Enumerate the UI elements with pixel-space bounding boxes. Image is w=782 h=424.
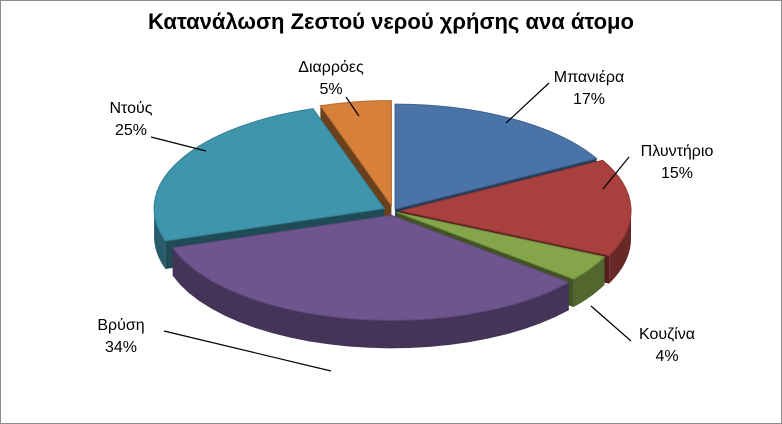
pie-tops: [153, 100, 632, 321]
slice-name-label: Κουζίνα: [639, 326, 695, 343]
slice-percent-label: 15%: [661, 165, 693, 182]
data-labels: Μπανιέρα 17% Πλυντήριο 15% Κουζίνα 4% Βρύση 34%…: [97, 59, 714, 372]
pie-slice-side: [172, 247, 569, 349]
pie-slice-1: [394, 103, 598, 210]
leader-line: [505, 82, 550, 124]
leader-line: [345, 96, 360, 117]
slice-name-label: Πλυντήριο: [641, 143, 714, 160]
slice-name-label: Βρύση: [97, 317, 144, 334]
slice-percent-label: 25%: [115, 122, 147, 139]
chart-title: Κατανάλωση Ζεστού νερού χρήσης ανα άτομο: [148, 9, 634, 34]
slice-percent-label: 5%: [319, 81, 342, 98]
pie-slice-side: [609, 210, 631, 284]
slice-name-label: Ντούς: [109, 100, 152, 117]
pie-slice-side: [573, 256, 605, 308]
slice-percent-label: 17%: [573, 91, 605, 108]
leader-line: [150, 136, 207, 152]
slice-percent-label: 34%: [105, 339, 137, 356]
pie-slice-6: [319, 100, 392, 208]
slice-name-label: Διαρρόες: [298, 59, 364, 76]
pie-slice-3: [396, 211, 606, 280]
slice-percent-label: 4%: [655, 348, 678, 365]
pie-slice-side: [154, 208, 166, 269]
pie-slice-5: [153, 108, 385, 242]
pie-slice-2: [400, 159, 632, 257]
leader-line: [590, 305, 632, 342]
slice-name-label: Μπανιέρα: [554, 69, 624, 86]
pie-slice-4: [171, 214, 570, 321]
leader-line: [163, 330, 332, 372]
leader-line: [602, 156, 630, 190]
